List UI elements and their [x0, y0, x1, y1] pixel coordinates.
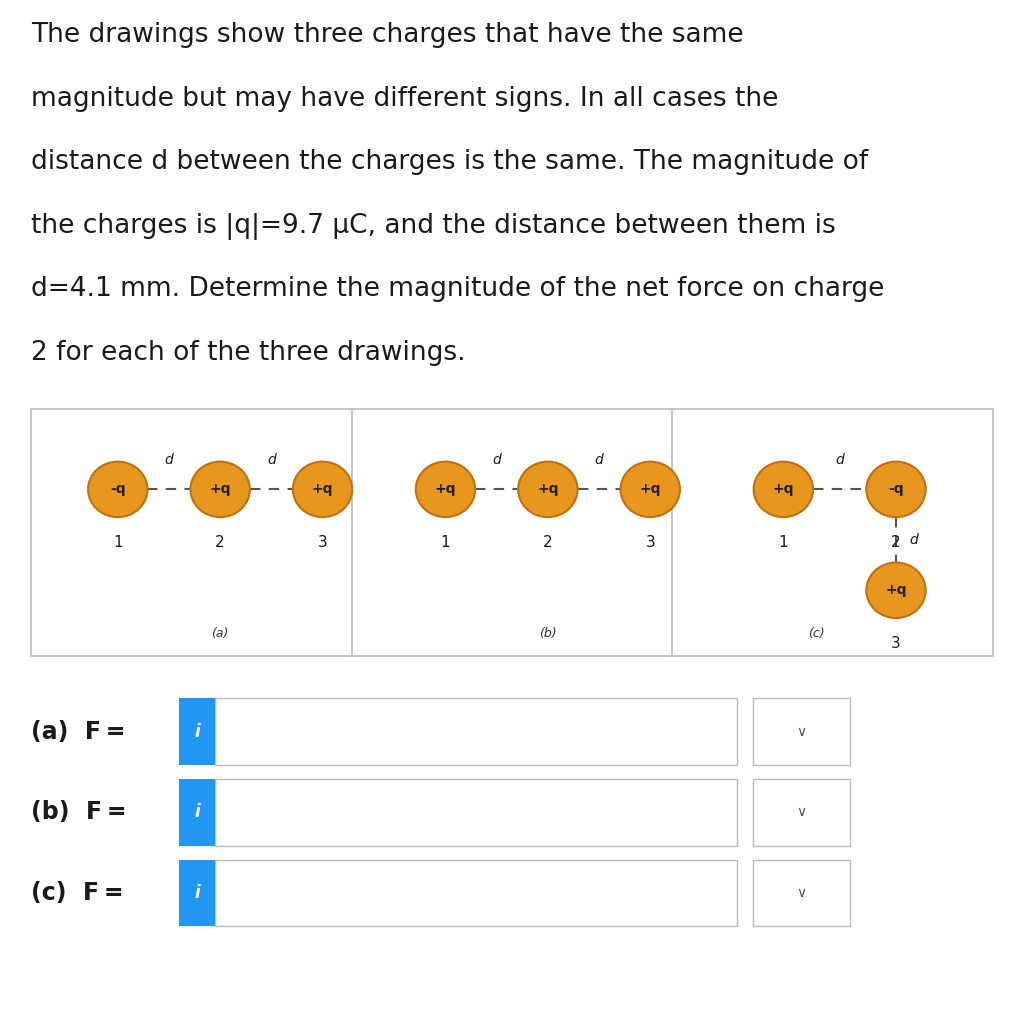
- FancyBboxPatch shape: [753, 779, 850, 846]
- FancyBboxPatch shape: [753, 698, 850, 765]
- Text: i: i: [195, 884, 200, 902]
- Text: 3: 3: [317, 536, 328, 550]
- Ellipse shape: [754, 462, 813, 517]
- Ellipse shape: [518, 462, 578, 517]
- Text: 2: 2: [543, 536, 553, 550]
- FancyBboxPatch shape: [215, 698, 737, 765]
- Text: 3: 3: [891, 637, 901, 651]
- Text: d: d: [595, 453, 603, 467]
- Text: d: d: [836, 453, 844, 467]
- Text: +q: +q: [538, 482, 558, 496]
- Ellipse shape: [88, 462, 147, 517]
- FancyBboxPatch shape: [179, 779, 215, 846]
- Text: ∨: ∨: [797, 805, 806, 819]
- Text: 2 for each of the three drawings.: 2 for each of the three drawings.: [31, 340, 465, 366]
- Text: +q: +q: [312, 482, 333, 496]
- Text: 2: 2: [891, 536, 901, 550]
- FancyBboxPatch shape: [31, 409, 993, 656]
- Text: +q: +q: [886, 583, 906, 597]
- Text: the charges is |q|=9.7 μC, and the distance between them is: the charges is |q|=9.7 μC, and the dista…: [31, 213, 836, 240]
- Text: d=4.1 mm. Determine the magnitude of the net force on charge: d=4.1 mm. Determine the magnitude of the…: [31, 276, 884, 303]
- Text: 1: 1: [778, 536, 788, 550]
- Text: +q: +q: [773, 482, 794, 496]
- Ellipse shape: [866, 563, 926, 618]
- Ellipse shape: [293, 462, 352, 517]
- Ellipse shape: [621, 462, 680, 517]
- Text: +q: +q: [640, 482, 660, 496]
- Text: i: i: [195, 722, 200, 741]
- Text: d: d: [909, 533, 919, 547]
- Text: (a): (a): [212, 628, 228, 640]
- Text: The drawings show three charges that have the same: The drawings show three charges that hav…: [31, 22, 743, 48]
- FancyBboxPatch shape: [179, 860, 215, 926]
- Text: magnitude but may have different signs. In all cases the: magnitude but may have different signs. …: [31, 86, 778, 112]
- Ellipse shape: [866, 462, 926, 517]
- Text: (b): (b): [539, 628, 557, 640]
- Ellipse shape: [190, 462, 250, 517]
- FancyBboxPatch shape: [753, 860, 850, 926]
- Text: 1: 1: [440, 536, 451, 550]
- Text: (c): (c): [809, 628, 825, 640]
- Text: d: d: [267, 453, 275, 467]
- Text: (a)  F =: (a) F =: [31, 719, 125, 744]
- Text: i: i: [195, 803, 200, 821]
- Text: 1: 1: [113, 536, 123, 550]
- Text: +q: +q: [210, 482, 230, 496]
- FancyBboxPatch shape: [215, 860, 737, 926]
- Text: 2: 2: [215, 536, 225, 550]
- Text: 3: 3: [645, 536, 655, 550]
- Text: d: d: [493, 453, 501, 467]
- Text: (b)  F =: (b) F =: [31, 800, 126, 824]
- Text: distance d between the charges is the same. The magnitude of: distance d between the charges is the sa…: [31, 149, 868, 176]
- Ellipse shape: [416, 462, 475, 517]
- Text: +q: +q: [435, 482, 456, 496]
- Text: -q: -q: [110, 482, 126, 496]
- Text: ∨: ∨: [797, 886, 806, 900]
- Text: (c)  F =: (c) F =: [31, 881, 123, 905]
- FancyBboxPatch shape: [215, 779, 737, 846]
- Text: -q: -q: [888, 482, 904, 496]
- Text: ∨: ∨: [797, 724, 806, 739]
- FancyBboxPatch shape: [179, 698, 215, 765]
- Text: d: d: [165, 453, 173, 467]
